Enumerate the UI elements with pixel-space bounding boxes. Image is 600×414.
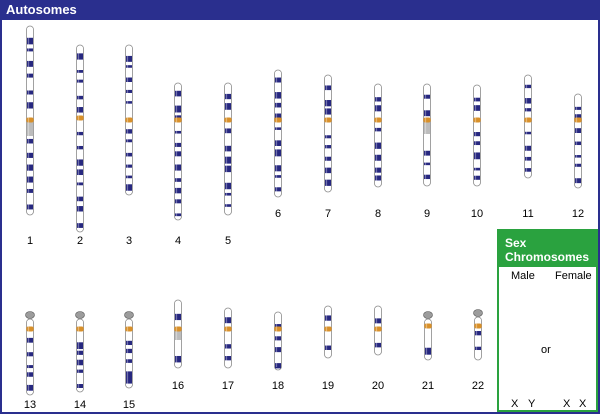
chromosome-20-label: 20: [371, 380, 385, 392]
chromosome-6-label: 6: [274, 208, 282, 220]
chromosome-17-label: 17: [221, 380, 235, 392]
chromosome-22-label: 22: [471, 380, 485, 392]
chromosome-16-label: 16: [171, 380, 185, 392]
chromosome-3: [125, 44, 133, 196]
sex-chromosomes-title: Sex Chromosomes: [505, 236, 589, 264]
chromosome-14-label: 14: [73, 399, 87, 411]
chromosome-8-label: 8: [374, 208, 382, 220]
chromosome-15: [124, 311, 134, 389]
chromosome-4: [174, 82, 182, 221]
chromosome-21: [423, 311, 433, 361]
chromosome-18-label: 18: [271, 380, 285, 392]
chromosome-12: [574, 93, 582, 189]
female-x2-label: X: [579, 398, 587, 410]
sex-title-line2: Chromosomes: [505, 250, 590, 264]
chromosome-3-label: 3: [125, 235, 133, 247]
chromosome-11: [524, 74, 532, 179]
chromosome-10: [473, 84, 481, 187]
chromosome-5-label: 5: [224, 235, 232, 247]
chromosome-13: [25, 311, 35, 396]
chromosome-19: [324, 305, 332, 359]
chromosome-1: [26, 25, 34, 216]
chromosome-8: [374, 83, 382, 188]
sex-title-line1: Sex: [505, 236, 527, 250]
chromosome-13-label: 13: [23, 399, 37, 411]
chromosome-9-label: 9: [423, 208, 431, 220]
chromosome-7: [324, 74, 332, 193]
male-y-label: Y: [528, 398, 536, 410]
chromosome-11-label: 11: [522, 208, 534, 220]
female-label: Female: [555, 270, 592, 282]
chromosome-7-label: 7: [324, 208, 332, 220]
chromosome-10-label: 10: [470, 208, 484, 220]
autosomes-header: Autosomes: [0, 0, 600, 20]
chromosome-9: [423, 83, 431, 187]
male-label: Male: [511, 270, 535, 282]
sex-chromosomes-panel: Sex Chromosomes Male Female or X Y X X: [497, 229, 598, 412]
or-label: or: [541, 344, 551, 356]
chromosome-17: [224, 307, 232, 369]
chromosome-19-label: 19: [321, 380, 335, 392]
chromosome-20: [374, 305, 382, 356]
chromosome-15-label: 15: [122, 399, 136, 411]
male-x-label: X: [511, 398, 519, 410]
chromosome-14: [75, 311, 85, 393]
chromosome-22: [473, 309, 483, 361]
chromosome-6: [274, 69, 282, 198]
chromosome-4-label: 4: [174, 235, 182, 247]
female-x1-label: X: [563, 398, 571, 410]
chromosome-2-label: 2: [76, 235, 84, 247]
chromosome-18: [274, 311, 282, 371]
chromosome-5: [224, 82, 232, 216]
chromosome-2: [76, 44, 84, 233]
chromosome-21-label: 21: [421, 380, 435, 392]
autosomes-title: Autosomes: [6, 2, 77, 17]
sex-chromosomes-header: Sex Chromosomes: [499, 231, 596, 267]
chromosome-12-label: 12: [571, 208, 585, 220]
chromosome-16: [174, 299, 182, 369]
chromosome-1-label: 1: [26, 235, 34, 247]
